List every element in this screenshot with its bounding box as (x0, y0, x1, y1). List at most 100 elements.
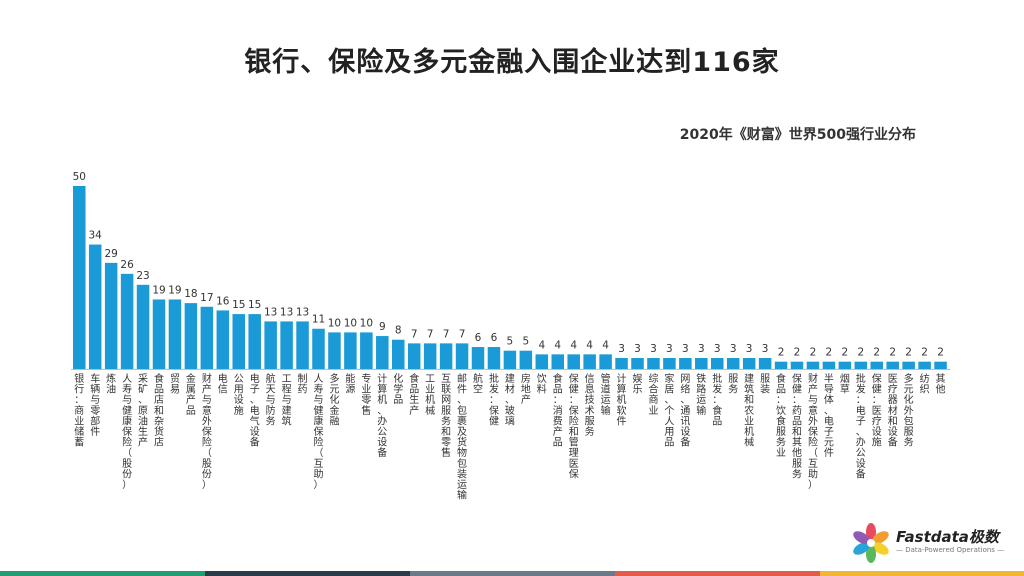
bar (631, 358, 644, 369)
bar (120, 273, 134, 369)
category-label: 食品：饮食服务业 (776, 372, 786, 459)
bar (455, 343, 469, 369)
category-label: 信息技术服务 (585, 373, 595, 438)
data-label: 4 (586, 339, 593, 351)
data-label: 4 (602, 339, 609, 351)
data-label: 4 (570, 339, 577, 351)
category-label: 化学品 (393, 372, 403, 406)
bar (392, 339, 405, 369)
category-label: 财产与意外保险（互助） (808, 372, 818, 491)
bar (647, 358, 660, 369)
category-label: 服装 (760, 373, 770, 396)
category-label: 计算机、办公设备 (377, 372, 387, 459)
data-label: 7 (459, 328, 466, 340)
data-label: 13 (280, 306, 293, 318)
data-label: 16 (216, 295, 230, 307)
data-label: 2 (794, 347, 801, 359)
data-label: 3 (698, 343, 705, 355)
category-label: 食品：消费产品 (553, 372, 563, 449)
category-label: 工业机械 (425, 374, 435, 417)
data-label: 13 (264, 306, 277, 318)
bar (758, 358, 772, 369)
bar (583, 354, 596, 369)
category-label: 纺织 (920, 372, 930, 396)
category-label: 综合商业 (648, 372, 658, 417)
category-label: 批发：保健 (489, 372, 499, 427)
bar (902, 361, 915, 369)
data-label: 7 (411, 328, 418, 340)
category-label: 专业零售 (361, 372, 371, 417)
bar (774, 361, 788, 369)
data-label: 19 (168, 284, 181, 296)
bar (344, 332, 357, 369)
bar (519, 350, 533, 369)
bar (248, 314, 261, 369)
bar (934, 361, 947, 369)
category-label: 电信 (218, 372, 228, 396)
bar (679, 358, 692, 369)
category-label: 人寿与健康保险（互助） (314, 373, 324, 491)
bottom-bar-segment (615, 571, 820, 576)
category-label: 医疗器材和设备 (888, 373, 898, 449)
data-label: 8 (395, 325, 402, 337)
data-label: 2 (810, 347, 817, 359)
bar (168, 299, 182, 369)
bar (615, 358, 628, 369)
chart-title: 银行、保险及多元金融入围企业达到116家 (244, 47, 780, 78)
category-label: 网络、通讯设备 (680, 373, 690, 449)
brand-name: Fastdata极数 (896, 528, 999, 546)
bar (806, 361, 820, 369)
category-label: 炼油 (106, 372, 116, 396)
bar (280, 321, 293, 369)
bar (296, 321, 309, 369)
bar (328, 332, 341, 369)
bar (376, 336, 389, 369)
category-label: 邮件、包裹及货物包装运输 (457, 372, 467, 502)
data-label: 26 (120, 259, 134, 271)
bar (471, 347, 485, 369)
data-label: 4 (554, 339, 561, 351)
data-label: 10 (328, 317, 341, 329)
bar (439, 343, 453, 369)
brand-tagline: — Data-Powered Operations — (896, 546, 1005, 554)
data-label: 2 (778, 347, 785, 359)
bar (104, 262, 118, 369)
bar (711, 358, 724, 369)
data-label: 9 (379, 321, 386, 333)
category-label: 饮料 (537, 372, 547, 396)
chart-subtitle: 2020年《财富》世界500强行业分布 (679, 127, 916, 143)
category-label: 人寿与健康保险（股份） (122, 373, 132, 491)
bar (152, 299, 166, 369)
category-label: 房地产 (521, 372, 531, 406)
category-label: 烟草 (840, 372, 850, 396)
category-label: 保健：保险和管理医保 (569, 372, 579, 480)
category-label: 家居、个人用品 (664, 372, 674, 449)
data-label: 3 (730, 343, 737, 355)
category-label: 金属产品 (186, 372, 196, 417)
data-label: 2 (873, 347, 880, 359)
data-label: 2 (826, 347, 833, 359)
data-label: 15 (232, 299, 245, 311)
category-label: 制药 (298, 372, 308, 396)
bar (232, 314, 245, 369)
data-label: 15 (248, 299, 261, 311)
bar (535, 354, 549, 369)
category-label: 多元化外包服务 (904, 372, 914, 449)
category-label: 能源 (345, 372, 355, 396)
data-label: 18 (184, 288, 197, 300)
bar (726, 358, 740, 369)
bar (136, 284, 150, 369)
category-label: 多元化金融 (329, 372, 339, 427)
bar (695, 358, 708, 369)
data-label: 34 (89, 230, 103, 242)
data-label: 11 (312, 314, 325, 326)
category-label: 银行：商业储蓄 (74, 372, 84, 449)
category-label: 保健：医疗设施 (872, 372, 882, 449)
bar (487, 347, 501, 369)
bar (854, 361, 868, 369)
data-label: 29 (104, 248, 117, 260)
bottom-bar-segment (410, 571, 615, 576)
category-label: 公用设施 (234, 374, 244, 417)
data-label: 10 (360, 317, 373, 329)
category-label: 建材、玻璃 (505, 372, 515, 427)
